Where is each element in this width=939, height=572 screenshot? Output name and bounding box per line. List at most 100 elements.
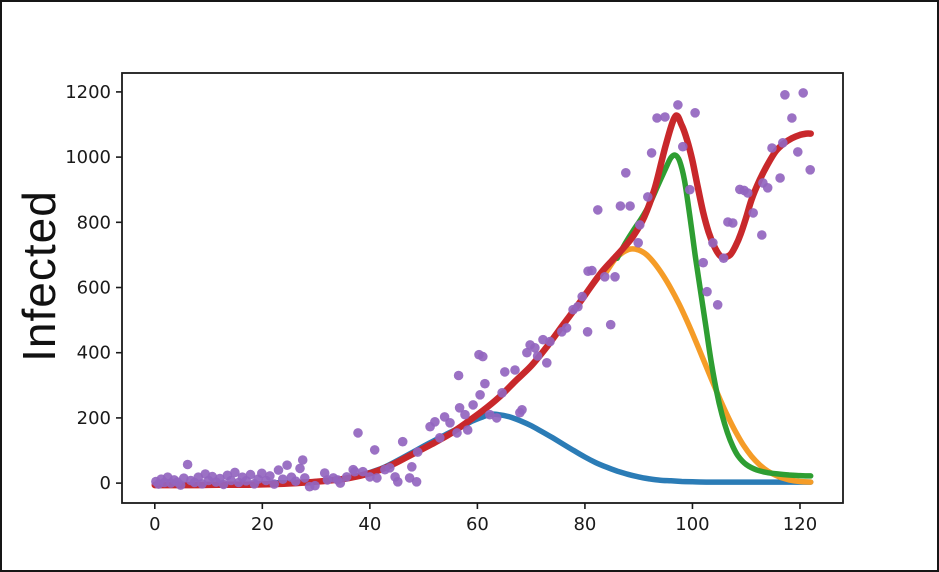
scatter-point [787,113,797,123]
scatter-point [767,143,777,153]
x-tick-label: 80 [573,514,596,535]
scatter-point [230,467,240,478]
scatter-point [708,238,718,248]
scatter-point [350,466,360,477]
scatter-point [573,301,583,312]
scatter-point [295,463,305,474]
scatter-point [454,403,465,413]
scatter-point [600,272,610,282]
scatter-point [798,88,808,98]
y-tick-label: 800 [77,212,111,233]
scatter-point [743,188,753,198]
scatter-point [435,433,445,443]
y-tick-label: 0 [100,473,111,494]
scatter-point [605,319,616,330]
scatter-layer [151,88,815,492]
y-tick-label: 1200 [65,82,111,103]
scatter-point [478,351,488,362]
scatter-point [335,478,346,488]
y-tick-label: 1000 [65,147,111,168]
x-tick-label: 60 [466,514,489,535]
scatter-point [621,168,631,178]
red-curve-path [151,112,814,489]
scatter-point [500,367,510,377]
scatter-point [685,184,695,195]
scatter-point [775,173,785,183]
scatter-point [278,474,288,485]
scatter-point [393,477,403,487]
scatter-point [290,476,301,487]
scatter-point [385,463,395,473]
scatter-point [587,265,597,276]
scatter-point [712,300,723,310]
scatter-point [341,472,352,482]
scatter-point [530,343,540,353]
scatter-point [678,141,688,152]
scatter-point [522,347,532,358]
scatter-point [468,400,478,410]
scatter-point [297,455,308,465]
scatter-point [545,336,555,347]
scatter-point [282,460,292,471]
scatter-point [660,112,670,122]
scatter-point [452,428,462,438]
scatter-point [226,475,236,486]
scatter-point [480,378,490,389]
scatter-point [718,253,729,263]
scatter-point [690,108,700,118]
x-tick-label: 40 [358,514,381,535]
axes-frame [121,72,844,504]
green-curve-path [614,152,814,479]
scatter-point [411,477,422,487]
scatter-point [497,388,507,398]
scatter-point [780,90,790,100]
orange-curve-path [603,246,814,485]
scatter-point [517,405,527,415]
scatter-point [407,462,417,472]
scatter-point [365,472,375,482]
scatter-point [762,183,773,193]
scatter-point [460,409,470,420]
scatter-point [257,468,267,479]
scatter-point [643,192,653,202]
scatter-point [625,201,635,211]
x-tick-label: 0 [149,514,160,535]
scatter-point [793,147,803,157]
scatter-point [577,291,587,302]
scatter-point [245,469,256,480]
scatter-point [475,390,485,400]
scatter-point [532,351,543,361]
scatter-point [300,473,310,483]
scatter-point [182,459,193,470]
scatter-point [652,113,662,123]
scatter-point [430,417,440,427]
x-tick-label: 120 [783,514,817,535]
scatter-point [728,218,738,228]
scatter-point [633,238,643,248]
y-tick-label: 400 [77,343,111,364]
scatter-point [510,365,520,375]
scatter-point [698,257,708,268]
x-tick-label: 100 [675,514,709,535]
scatter-point [757,230,767,240]
y-tick-label: 200 [77,408,111,429]
scatter-point [369,445,380,455]
scatter-point [412,447,423,457]
scatter-point [353,428,363,438]
x-tick-label: 20 [251,514,274,535]
scatter-point [748,208,758,218]
scatter-point [372,473,382,483]
scatter-point [702,286,712,297]
scatter-point [358,466,368,477]
scatter-point [265,471,275,481]
scatter-point [778,138,788,148]
scatter-point [269,479,280,489]
scatter-point [805,165,815,175]
scatter-point [273,465,284,475]
scatter-point [542,358,552,368]
scatter-point [445,418,455,428]
scatter-point [561,323,572,333]
scatter-point [582,327,593,337]
